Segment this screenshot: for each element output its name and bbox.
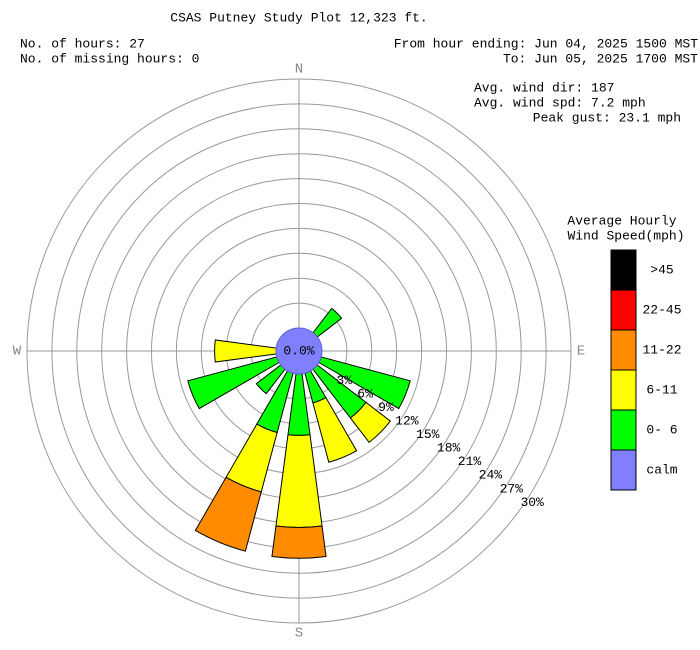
legend-label: 6-11: [646, 382, 677, 397]
wedge-segment: [194, 476, 262, 552]
legend-label: 11-22: [642, 342, 681, 357]
legend-label: calm: [646, 462, 677, 477]
ring-label: 9%: [378, 400, 394, 415]
info-text: To: Jun 05, 2025 1700 MST: [503, 51, 698, 66]
legend-label: 0- 6: [646, 422, 677, 437]
wedge-segment: [214, 339, 277, 363]
ring-label: 6%: [357, 386, 373, 401]
info-text: No. of missing hours: 0: [20, 51, 199, 66]
chart-title: CSAS Putney Study Plot 12,323 ft.: [170, 10, 427, 25]
legend-swatch: [610, 369, 637, 411]
ring-label: 15%: [416, 427, 440, 442]
ring-label: 27%: [500, 481, 524, 496]
legend-swatch: [610, 449, 637, 491]
legend-label: 22-45: [642, 302, 681, 317]
ring-label: 24%: [479, 468, 503, 483]
wedge-segment: [271, 525, 327, 559]
calm-circle: [275, 327, 323, 375]
legend-swatch: [610, 249, 637, 291]
stat-text: Avg. wind spd: 7.2 mph: [474, 95, 646, 110]
wedge-segment: [287, 373, 311, 436]
compass-label: N: [295, 62, 303, 78]
compass-label: S: [295, 626, 303, 642]
compass-label: W: [13, 344, 22, 360]
legend-swatch: [610, 329, 637, 371]
ring-label: 30%: [520, 495, 544, 510]
stat-text: Peak gust: 23.1 mph: [533, 110, 681, 125]
info-text: From hour ending: Jun 04, 2025 1500 MST: [394, 36, 698, 51]
legend-title: Wind Speed(mph): [567, 228, 684, 243]
legend-title: Average Hourly: [567, 213, 676, 228]
compass-label: E: [577, 344, 585, 360]
ring-label: 21%: [458, 454, 482, 469]
legend-swatch: [610, 409, 637, 451]
stat-text: Avg. wind dir: 187: [474, 80, 614, 95]
wedge-segment: [275, 434, 323, 528]
legend-swatch: [610, 289, 637, 331]
wedge-segment: [349, 401, 392, 444]
legend-label: >45: [650, 262, 673, 277]
ring-label: 3%: [336, 373, 352, 388]
ring-label: 18%: [437, 441, 461, 456]
ring-label: 12%: [395, 413, 419, 428]
calm-label: 0.0%: [283, 343, 314, 358]
info-text: No. of hours: 27: [20, 36, 145, 51]
